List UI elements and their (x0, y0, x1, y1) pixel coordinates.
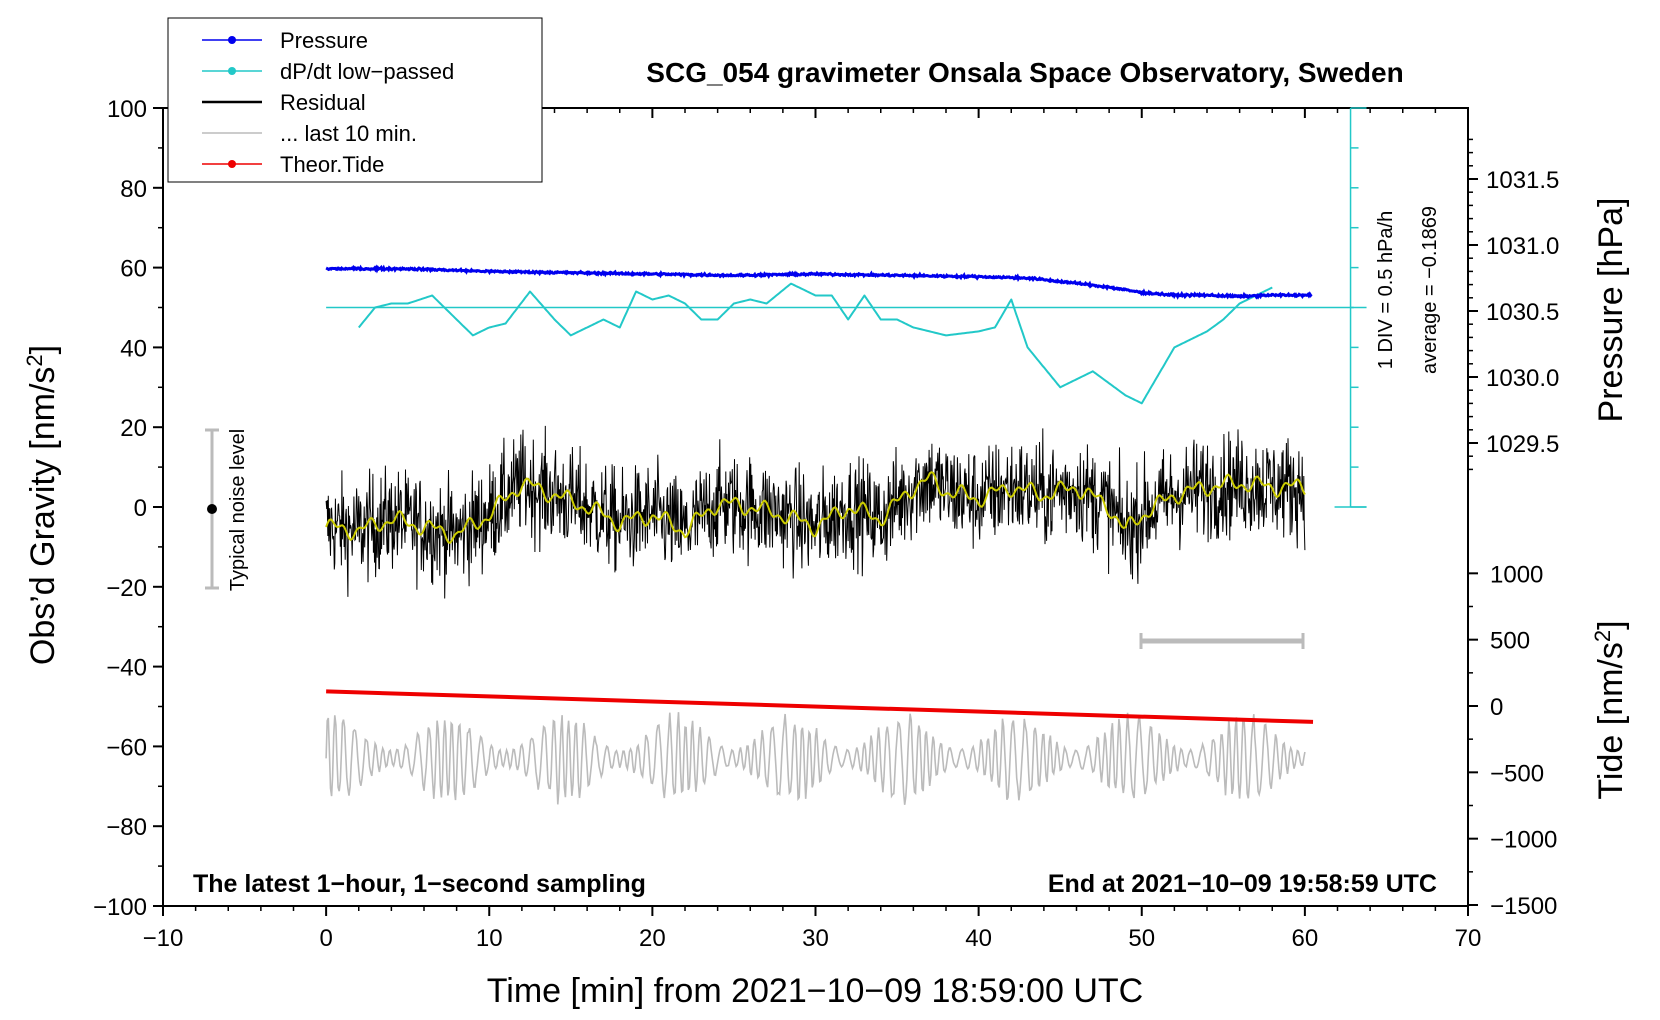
legend-label: Pressure (280, 28, 368, 53)
y-axis-tide: 1000 500 0 −500 −1000 −1500 (1468, 561, 1557, 920)
y-tick-label: 40 (120, 335, 147, 362)
legend-label: ... last 10 min. (280, 121, 417, 146)
y-tick-label: 80 (120, 176, 147, 203)
residual-mean-line (325, 471, 1306, 544)
y-tick-label: −100 (93, 894, 147, 921)
tide-tick-label: −1000 (1490, 827, 1557, 854)
pressure-line (325, 264, 1313, 300)
y-axis-label-main: Obs’d Gravity [nm/s (24, 367, 62, 666)
legend: Pressure dP/dt low−passed Residual ... last… (167, 17, 543, 183)
dpdt-average-text: average = −0.1869 (1419, 206, 1441, 374)
pressure-tick-label: 1031.5 (1486, 167, 1559, 194)
y-tick-label: −80 (106, 814, 147, 841)
tide-tick-label: −1500 (1490, 893, 1557, 920)
series-layer (325, 264, 1354, 805)
last-10-min-bar (1139, 633, 1305, 649)
y-tick-label: −40 (106, 655, 147, 682)
pressure-axis-label: Pressure [hPa] (1592, 198, 1630, 423)
y-tick-label: 0 (134, 495, 147, 522)
legend-label: dP/dt low−passed (280, 59, 454, 84)
legend-marker (228, 67, 236, 75)
tide-axis-label-close: ] (1592, 620, 1630, 629)
y-tick-label: 100 (107, 96, 147, 123)
annotation-sampling: The latest 1−hour, 1−second sampling (193, 870, 646, 898)
noise-level-indicator: Typical noise level (205, 428, 249, 591)
legend-label: Theor.Tide (280, 152, 384, 177)
y-axis-left: 100 80 60 40 20 0 −20 −40 −60 −80 −100 (93, 96, 163, 921)
tide-tick-label: −500 (1490, 760, 1544, 787)
noise-dot (207, 504, 217, 514)
x-tick-label: 20 (639, 925, 666, 952)
tide-axis-label: Tide [nm/s2] (1590, 620, 1630, 799)
y-tick-label: 20 (120, 415, 147, 442)
dpdt-scale-text: 1 DIV = 0.5 hPa/h (1375, 211, 1397, 369)
x-axis: −10 0 10 20 30 40 50 60 70 (143, 108, 1482, 952)
legend-marker (228, 36, 236, 44)
x-tick-label: 30 (802, 925, 829, 952)
tide-line (326, 689, 1314, 724)
y-tick-label: −60 (106, 734, 147, 761)
x-tick-label: 40 (965, 925, 992, 952)
legend-label: Residual (280, 90, 366, 115)
tide-axis-label-main: Tide [nm/s (1592, 642, 1630, 799)
dpdt-scale-bar (1334, 107, 1367, 508)
last-10-min-line (325, 712, 1306, 805)
dpdt-line (358, 282, 1273, 405)
pressure-tick-label: 1030.5 (1486, 299, 1559, 326)
tide-axis-label-sup: 2 (1590, 630, 1615, 642)
residual-line (325, 425, 1306, 599)
legend-box (167, 17, 543, 183)
y-tick-label: 60 (120, 256, 147, 283)
x-tick-label: 0 (319, 925, 332, 952)
x-tick-label: 50 (1128, 925, 1155, 952)
x-tick-label: 60 (1292, 925, 1319, 952)
pressure-tick-label: 1030.0 (1486, 365, 1559, 392)
x-tick-label: 10 (476, 925, 503, 952)
x-tick-label: 70 (1455, 925, 1482, 952)
tide-tick-label: 0 (1490, 694, 1503, 721)
y-axis-label: Obs’d Gravity [nm/s2] (22, 345, 62, 665)
x-axis-label: Time [min] from 2021−10−09 18:59:00 UTC (487, 972, 1143, 1010)
x-tick-label: −10 (143, 925, 184, 952)
legend-marker (228, 160, 236, 168)
pressure-tick-label: 1031.0 (1486, 233, 1559, 260)
noise-label: Typical noise level (227, 429, 249, 591)
y-axis-pressure: 1031.5 1031.0 1030.5 1030.0 1029.5 (1468, 138, 1559, 471)
chart-title: SCG_054 gravimeter Onsala Space Observat… (646, 57, 1403, 88)
y-axis-label-sup: 2 (22, 354, 47, 366)
y-axis-label-close: ] (24, 345, 62, 354)
y-tick-label: −20 (106, 575, 147, 602)
pressure-tick-label: 1029.5 (1486, 431, 1559, 458)
annotation-end-time: End at 2021−10−09 19:58:59 UTC (1048, 870, 1437, 898)
tide-tick-label: 1000 (1490, 561, 1543, 588)
tide-tick-label: 500 (1490, 628, 1530, 655)
